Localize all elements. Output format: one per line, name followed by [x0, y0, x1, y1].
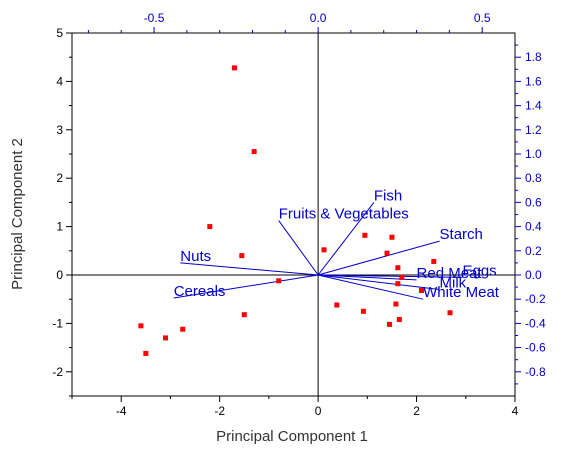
right-tick-label: 0.0	[525, 268, 542, 282]
score-point	[386, 321, 392, 327]
top-tick-label: -0.5	[144, 11, 165, 25]
score-point	[360, 308, 366, 314]
x-tick-label: -4	[116, 404, 127, 418]
loading-vectors: Fish Fruits & Vegetables Starch Nuts Cereals…	[173, 187, 500, 301]
right-tick-label: 1.4	[525, 99, 542, 113]
top-tick-label: 0.0	[310, 11, 327, 25]
right-tick-label: 1.6	[525, 74, 542, 88]
loading-label: Starch	[440, 226, 483, 243]
x-axis-title: Principal Component 1	[216, 428, 368, 445]
score-point	[207, 224, 213, 230]
x-tick-label: -2	[214, 404, 225, 418]
y-axis-title: Principal Component 2	[9, 138, 26, 290]
loading-label: Red Meat	[417, 265, 483, 282]
score-point	[321, 247, 327, 253]
score-point	[418, 287, 424, 293]
score-point	[334, 302, 340, 308]
score-point	[384, 250, 390, 256]
right-tick-label: 1.0	[525, 147, 542, 161]
score-point	[251, 149, 257, 155]
y-tick-label: -2	[52, 365, 63, 379]
score-point	[399, 274, 405, 280]
loading-vector	[180, 262, 319, 276]
score-point	[362, 232, 368, 238]
x-tick-label: 2	[413, 404, 420, 418]
score-point	[389, 234, 395, 240]
right-tick-label: 0.6	[525, 195, 542, 209]
score-point	[239, 253, 245, 259]
right-tick-label: 0.4	[525, 220, 542, 234]
score-point	[180, 326, 186, 332]
score-points	[138, 65, 453, 356]
loading-label: Fruits & Vegetables	[279, 206, 409, 223]
y-tick-label: 3	[56, 123, 63, 137]
loading-vector	[317, 274, 424, 300]
loading-vector	[317, 240, 440, 276]
right-tick-label: 0.2	[525, 244, 542, 258]
score-point	[241, 312, 247, 318]
right-tick-label: -0.6	[525, 341, 546, 355]
score-point	[163, 335, 169, 341]
loading-label: Milk	[440, 275, 467, 292]
score-point	[231, 65, 237, 71]
right-tick-label: -0.2	[525, 292, 546, 306]
y-tick-label: 4	[56, 74, 63, 88]
y-tick-label: 5	[56, 26, 63, 40]
right-tick-label: 1.8	[525, 50, 542, 64]
loading-label: Nuts	[180, 248, 211, 265]
score-point	[395, 281, 401, 287]
y-tick-label: -1	[52, 316, 63, 330]
loading-vector	[173, 274, 319, 299]
loading-vector	[318, 274, 440, 291]
score-point	[276, 278, 282, 284]
score-point	[143, 350, 149, 356]
loading-vector	[318, 274, 463, 278]
score-point	[447, 310, 453, 316]
loading-label: Cereals	[174, 283, 226, 300]
loading-vector	[278, 220, 319, 276]
x-tick-label: 0	[315, 404, 322, 418]
secondary-axes: -0.5 0.0 0.5 -0.8 -0.6 -0.4 -0.2 0.0 0.2 0.4 0.6 0.…	[87, 11, 546, 385]
right-tick-label: 0.8	[525, 171, 542, 185]
score-point	[138, 323, 144, 329]
score-point	[393, 301, 399, 307]
score-point	[431, 258, 437, 264]
loading-label: White Meat	[423, 284, 500, 301]
score-point	[396, 317, 402, 323]
x-tick-label: 4	[512, 404, 519, 418]
loading-label: Fish	[374, 187, 402, 204]
right-tick-label: -0.4	[525, 316, 546, 330]
y-tick-label: 1	[56, 220, 63, 234]
y-tick-label: 0	[56, 268, 63, 282]
score-point	[395, 265, 401, 271]
loading-label: Eggs	[462, 262, 496, 279]
top-tick-label: 0.5	[474, 11, 491, 25]
right-tick-label: 1.2	[525, 123, 542, 137]
right-tick-label: -0.8	[525, 365, 546, 379]
loading-vector	[317, 202, 375, 276]
origin-crosshair	[72, 33, 515, 396]
y-tick-label: 2	[56, 171, 63, 185]
primary-axes: -4 -2 0 2 4 -2 -1 0 1 2 3 4 5	[52, 26, 518, 418]
